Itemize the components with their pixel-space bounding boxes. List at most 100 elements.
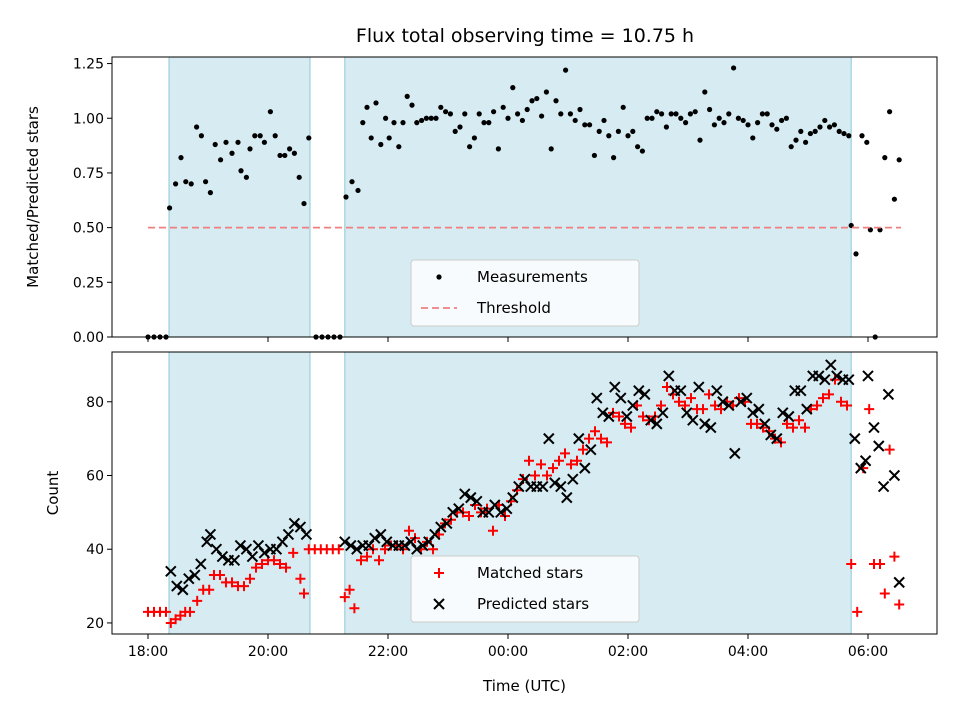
predicted-stars-point — [765, 429, 777, 441]
top-y-axis-label: Matched/Predicted stars — [24, 106, 42, 288]
predicted-stars-point — [300, 528, 313, 541]
matched-stars-point — [333, 544, 344, 555]
measurements-point — [386, 135, 392, 141]
measurements-point — [687, 111, 694, 117]
measurements-point — [639, 148, 646, 154]
measurements-point — [711, 122, 718, 128]
measurements-point — [846, 133, 852, 139]
predicted-stars-point — [859, 455, 872, 467]
measurements-point — [252, 133, 258, 139]
predicted-stars-point — [873, 440, 885, 452]
x-tick-label: 04:00 — [728, 644, 768, 660]
matched-stars-point — [836, 396, 846, 407]
matched-stars-point — [758, 422, 768, 433]
matched-stars-point — [269, 555, 279, 566]
matched-stars-point — [614, 411, 624, 422]
measurements-point — [471, 135, 477, 141]
predicted-stars-point — [777, 407, 789, 419]
y-axis-ticks: 0.00 0.25 0.50 0.75 1.00 1.25 — [73, 57, 112, 346]
measurements-point — [198, 133, 204, 139]
x-tick-label: 20:00 — [248, 644, 288, 660]
measurements-point — [654, 109, 660, 115]
predicted-stars-point — [459, 488, 471, 500]
matched-stars-point — [698, 404, 708, 415]
predicted-stars-point — [543, 432, 555, 445]
matched-stars-point — [362, 551, 372, 562]
matched-stars-point — [578, 444, 588, 455]
matched-stars-point — [404, 525, 414, 536]
measurements-point — [644, 115, 650, 121]
matched-stars-point — [864, 404, 875, 415]
predicted-stars-point — [246, 550, 259, 563]
predicted-stars-point — [615, 392, 627, 404]
measurements-point — [476, 111, 482, 117]
measurements-point — [853, 251, 859, 257]
measurements-point — [788, 144, 794, 150]
matched-stars-point — [889, 551, 900, 562]
measurements-point — [831, 122, 838, 128]
legend-box — [410, 555, 640, 623]
measurements-point — [731, 65, 737, 71]
measurements-point — [563, 67, 569, 73]
matched-stars-point — [572, 455, 582, 466]
measurements-point — [807, 130, 814, 137]
measurements-point — [615, 128, 622, 134]
predicted-stars-point — [435, 521, 447, 533]
y-tick-label: 1.25 — [73, 57, 104, 73]
matched-stars-point — [204, 584, 215, 595]
predicted-stars-point — [639, 388, 651, 401]
measurements-point — [692, 109, 698, 115]
x-axis-ticks — [147, 337, 869, 342]
threshold-legend-label: Threshold — [476, 299, 551, 317]
predicted-stars-point — [753, 403, 765, 415]
measurements-point — [539, 113, 545, 119]
measurements-point — [673, 111, 679, 117]
predicted-stars-point — [771, 432, 783, 445]
measurements-point — [567, 111, 574, 117]
predicted-stars-point — [723, 399, 735, 412]
matched-stars-point — [554, 455, 564, 466]
measurements-point — [229, 150, 235, 156]
measurements-point — [491, 109, 497, 115]
x-axis-label: Time (UTC) — [482, 677, 566, 695]
measurements-point — [167, 205, 173, 211]
measurements-point — [396, 144, 402, 150]
measurements-point — [750, 135, 756, 141]
measurements-point — [774, 126, 780, 132]
predicted-stars-point — [877, 480, 890, 493]
top-legend: Measurements Threshold — [410, 259, 640, 327]
measurements-point — [548, 146, 554, 152]
measurements-point — [587, 122, 593, 128]
predicted-stars-point — [183, 572, 195, 585]
predicted-stars-point — [471, 495, 483, 508]
measurements-point — [194, 124, 200, 130]
measurements-point — [447, 111, 453, 117]
measurements-point — [859, 133, 865, 139]
predicted-stars-point — [579, 462, 591, 474]
predicted-stars-point — [675, 384, 687, 397]
measurement-points — [145, 65, 902, 340]
matched-stars-point — [356, 555, 366, 566]
measurements-point — [247, 146, 253, 152]
matched-stars-point — [548, 463, 558, 474]
predicted-stars-point — [549, 477, 561, 489]
predicted-stars-point — [567, 473, 579, 485]
measurements-point — [207, 190, 213, 196]
measurements-point — [306, 135, 312, 141]
matched-stars-point — [464, 511, 474, 522]
predicted-stars-point — [645, 414, 657, 426]
measurements-point — [296, 174, 302, 180]
predicted-stars-point — [735, 396, 747, 408]
predicted-stars-point — [729, 447, 741, 460]
measurements-point — [697, 137, 703, 143]
top-panel: 0.00 0.25 0.50 0.75 1.00 1.25 Matched/Predict… — [24, 56, 938, 346]
measurements-point — [891, 196, 898, 202]
measurements-point — [203, 179, 209, 185]
predicted-stars-point — [783, 410, 795, 423]
matched-stars-point — [299, 588, 309, 599]
predicted-stars-point — [171, 580, 183, 592]
measurements-point — [183, 179, 189, 185]
measurements-point — [596, 128, 602, 134]
predicted-stars-point — [447, 506, 459, 519]
matched-stars-point — [530, 470, 540, 481]
